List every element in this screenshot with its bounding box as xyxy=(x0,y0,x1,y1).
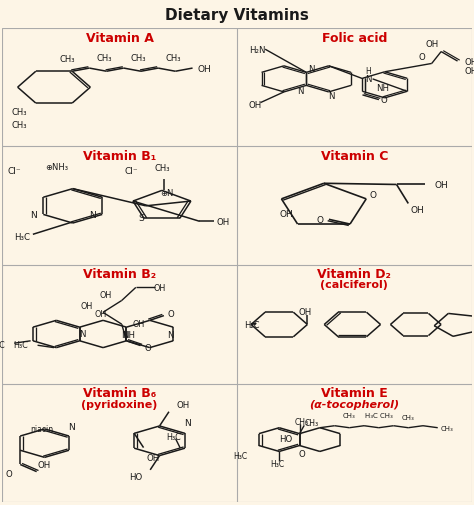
Text: HO: HO xyxy=(129,473,143,481)
Text: N: N xyxy=(184,418,191,427)
Text: (α-tocopherol): (α-tocopherol) xyxy=(309,399,400,409)
Text: H₃C: H₃C xyxy=(270,459,284,468)
Text: CH₃: CH₃ xyxy=(343,412,356,418)
Text: H₃C: H₃C xyxy=(166,432,181,441)
Text: OH: OH xyxy=(216,217,229,226)
Text: CH₃: CH₃ xyxy=(12,108,27,117)
Text: CH₃: CH₃ xyxy=(154,164,170,173)
Text: CH₃: CH₃ xyxy=(402,414,415,420)
Text: OH: OH xyxy=(153,283,165,292)
Text: OH: OH xyxy=(37,460,50,469)
Text: (pyridoxine): (pyridoxine) xyxy=(82,399,158,409)
Text: CH₃: CH₃ xyxy=(97,54,112,63)
Text: OH: OH xyxy=(99,290,111,299)
Text: N: N xyxy=(168,331,174,340)
Text: Cl⁻: Cl⁻ xyxy=(125,167,138,175)
Text: O: O xyxy=(5,470,12,479)
Text: CH₃: CH₃ xyxy=(131,54,146,63)
Text: N: N xyxy=(297,86,304,95)
Text: O: O xyxy=(419,53,426,62)
Text: H₃C CH₃: H₃C CH₃ xyxy=(365,412,392,418)
Text: NH: NH xyxy=(376,84,390,93)
Text: H₃C: H₃C xyxy=(0,340,5,349)
Text: N: N xyxy=(309,65,315,74)
Text: N: N xyxy=(121,331,128,340)
Text: OH: OH xyxy=(465,67,474,76)
Text: Vitamin B₂: Vitamin B₂ xyxy=(83,268,156,280)
Text: OH: OH xyxy=(411,206,425,215)
Text: ⊕NH₃: ⊕NH₃ xyxy=(45,163,68,172)
Text: CH₃: CH₃ xyxy=(441,425,454,431)
Text: O: O xyxy=(370,190,377,199)
Text: Dietary Vitamins: Dietary Vitamins xyxy=(165,8,309,23)
Text: N: N xyxy=(365,75,371,84)
Text: OH: OH xyxy=(132,319,144,328)
Text: S: S xyxy=(139,213,145,222)
Text: H₂N: H₂N xyxy=(249,45,265,55)
Text: Vitamin B₁: Vitamin B₁ xyxy=(83,150,156,163)
Text: CH₃: CH₃ xyxy=(12,121,27,130)
Text: CH₃: CH₃ xyxy=(60,55,75,64)
Text: OH: OH xyxy=(176,400,190,409)
Text: O: O xyxy=(144,344,151,352)
Text: OH: OH xyxy=(465,58,474,67)
Text: CH₃: CH₃ xyxy=(304,419,319,428)
Text: Vitamin A: Vitamin A xyxy=(86,32,154,45)
Text: H₃C: H₃C xyxy=(13,340,28,349)
Text: OH: OH xyxy=(299,308,312,316)
Text: N: N xyxy=(328,92,334,101)
Text: N: N xyxy=(90,211,96,220)
Text: N: N xyxy=(79,329,85,338)
Text: OH: OH xyxy=(81,301,93,310)
Text: H: H xyxy=(365,67,371,76)
Text: N: N xyxy=(30,211,37,220)
Text: O: O xyxy=(299,449,305,459)
Text: OH: OH xyxy=(434,181,448,189)
Text: O: O xyxy=(380,96,387,105)
Text: OH: OH xyxy=(425,40,438,48)
Text: ⊕N: ⊕N xyxy=(160,189,173,198)
Text: H₃C: H₃C xyxy=(14,233,30,242)
Text: O: O xyxy=(167,309,174,318)
Text: Cl⁻: Cl⁻ xyxy=(7,167,21,175)
Text: HO: HO xyxy=(279,434,292,443)
Text: CH₃: CH₃ xyxy=(295,418,309,426)
Text: Vitamin C: Vitamin C xyxy=(320,150,388,163)
Text: Vitamin B₆: Vitamin B₆ xyxy=(83,386,156,399)
Text: OH: OH xyxy=(146,452,160,462)
Text: niacin: niacin xyxy=(31,425,54,434)
Text: O: O xyxy=(316,216,323,224)
Text: H₂C: H₂C xyxy=(244,320,260,329)
Text: OH: OH xyxy=(249,102,262,110)
Text: OH: OH xyxy=(94,310,107,318)
Text: (calciferol): (calciferol) xyxy=(320,280,388,289)
Text: CH₃: CH₃ xyxy=(165,54,181,63)
Text: H₃C: H₃C xyxy=(233,450,247,460)
Text: Vitamin D₂: Vitamin D₂ xyxy=(318,268,391,280)
Text: NH: NH xyxy=(122,330,135,339)
Text: Folic acid: Folic acid xyxy=(322,32,387,45)
Text: Vitamin E: Vitamin E xyxy=(321,386,388,399)
Text: N: N xyxy=(68,422,75,431)
Text: OH: OH xyxy=(279,209,293,218)
Text: OH: OH xyxy=(197,65,211,73)
